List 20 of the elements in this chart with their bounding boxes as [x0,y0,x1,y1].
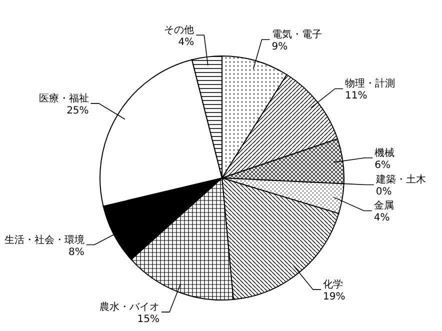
slice-label: 金属 [374,200,394,212]
slice-label: 電気・電子 [272,30,322,41]
slice-label: 生活・社会・環境 [4,234,84,246]
slice-label: 物理・計測 [344,78,395,90]
data-label: 11% [344,90,368,102]
slice-label: 医療・福祉 [38,92,89,104]
data-label: 6% [374,160,390,171]
text: 0% [376,186,392,198]
data-label: 8% [68,246,84,258]
data-label: 4% [178,37,194,48]
slice-label: 機械 [374,146,395,159]
slice-label: その他 [164,24,194,36]
data-label: 19% [323,292,346,303]
slice-label: 化学 [323,278,344,291]
data-label: 25% [66,105,89,116]
legend-label: 建築・土木 [374,174,426,186]
data-label: 15% [137,314,160,326]
data-label: 9% [272,42,288,53]
slice-label: 農水・バイオ [99,301,160,314]
data-label: 4% [374,212,390,224]
